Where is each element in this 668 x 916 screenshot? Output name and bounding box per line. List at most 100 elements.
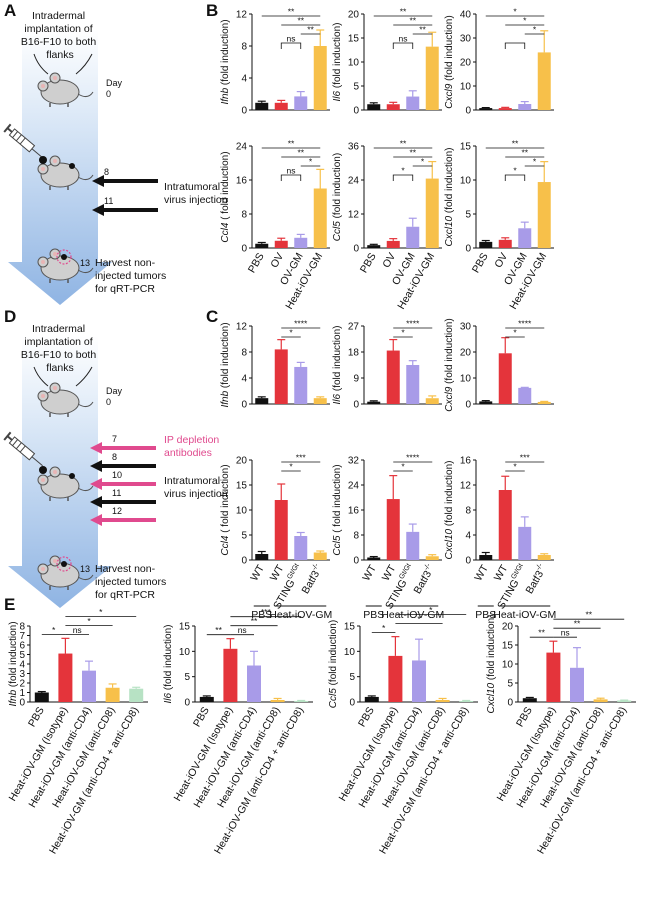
bar-3 xyxy=(425,178,439,248)
significance-label: * xyxy=(401,166,405,176)
significance-label: *** xyxy=(520,453,531,463)
y-tick-label: 15 xyxy=(236,481,248,492)
scheme-a-harvest: Harvest non- injected tumors for qRT-PCR xyxy=(95,257,169,295)
x-tick-label: WT xyxy=(492,562,511,583)
significance-label: **** xyxy=(294,319,308,329)
y-tick-label: 8 xyxy=(353,531,359,542)
bar-2 xyxy=(406,226,420,248)
bar-4 xyxy=(129,688,144,702)
significance-label: ** xyxy=(419,25,426,35)
y-tick-label: 0 xyxy=(241,244,247,255)
bar-1 xyxy=(546,652,561,702)
y-tick-label: 24 xyxy=(236,142,248,153)
y-axis-gene: Ccl4 xyxy=(220,535,231,555)
y-axis-unit: ( fold induction) xyxy=(332,464,343,535)
day-label: Day xyxy=(106,78,123,88)
y-tick-label: 5 xyxy=(19,650,25,661)
bar-0 xyxy=(479,241,493,248)
y-tick-label: 4 xyxy=(241,74,247,85)
y-tick-label: 12 xyxy=(460,481,472,492)
y-axis-unit: (fold induction) xyxy=(332,23,343,91)
day-10: 10 xyxy=(112,470,122,480)
y-tick-label: 8 xyxy=(465,506,471,517)
y-tick-label: 30 xyxy=(460,34,472,45)
significance-label: * xyxy=(87,616,91,626)
significance-label: ns xyxy=(287,34,296,44)
y-tick-label: 15 xyxy=(179,622,191,633)
y-axis-label: Cxcl10 (fold induction) xyxy=(444,148,455,247)
y-tick-label: 5 xyxy=(353,82,359,93)
bar-3 xyxy=(537,52,551,110)
y-tick-label: 10 xyxy=(179,647,191,658)
x-tick-label: WT xyxy=(248,562,267,583)
significance-label: * xyxy=(52,625,56,635)
bar-3 xyxy=(537,401,551,404)
x-tick-label: OV xyxy=(268,251,286,270)
pointer-line xyxy=(33,53,49,75)
y-axis-gene: Cxcl9 xyxy=(444,83,455,108)
x-tick-text: WT xyxy=(248,562,267,583)
significance-label: * xyxy=(289,462,293,472)
y-tick-label: 4 xyxy=(19,660,25,671)
day-8: 8 xyxy=(104,167,109,177)
y-tick-label: 8 xyxy=(241,210,247,221)
x-tick-label: PBS xyxy=(358,251,379,275)
y-tick-label: 0 xyxy=(353,556,359,567)
x-tick-label: WT xyxy=(472,562,491,583)
y-tick-label: 2 xyxy=(19,679,25,690)
significance-label: ** xyxy=(400,7,407,17)
panel-label-e: E xyxy=(4,595,15,614)
bar-1 xyxy=(274,349,288,404)
bar-2 xyxy=(518,526,532,560)
significance-label: * xyxy=(513,7,517,17)
significance-label: * xyxy=(401,462,405,472)
x-tick-label: OV xyxy=(492,251,510,270)
significance-label: * xyxy=(533,157,537,167)
arrow-head xyxy=(90,514,102,526)
significance-bracket xyxy=(392,42,414,49)
bar-2 xyxy=(82,670,96,702)
bar-1 xyxy=(386,240,400,248)
bar-2 xyxy=(406,96,420,110)
y-tick-label: 24 xyxy=(348,481,360,492)
panel-label-b: B xyxy=(206,1,218,20)
y-axis-label: Ifnb (fold induction) xyxy=(220,19,231,104)
arrow-head xyxy=(92,204,104,216)
y-axis-unit: (fold induction) xyxy=(332,326,343,394)
significance-label: * xyxy=(523,16,527,26)
bar-1 xyxy=(386,104,400,110)
y-axis-unit: (fold induction) xyxy=(8,621,19,689)
bar-1 xyxy=(386,350,400,404)
bar-chart-cxcl9: 0 10 20 30 40 Cxcl9 (fold induction) * * * xyxy=(444,7,554,117)
x-tick-label: Batf3-/- xyxy=(523,562,550,596)
significance-label: * xyxy=(513,462,517,472)
significance-label: ** xyxy=(307,25,314,35)
significance-label: * xyxy=(401,328,405,338)
pointer-line xyxy=(33,366,49,387)
y-tick-label: 5 xyxy=(349,672,355,683)
y-tick-label: 5 xyxy=(241,531,247,542)
bar-2 xyxy=(294,96,308,110)
day-13: 13 xyxy=(80,258,90,268)
significance-label: ** xyxy=(538,628,545,638)
bar-4 xyxy=(459,700,474,702)
bar-1 xyxy=(498,490,512,560)
day-0: 0 xyxy=(106,397,111,407)
y-axis-label: Ifnb (fold induction) xyxy=(220,322,231,407)
x-tick-label: Batf3-/- xyxy=(411,562,438,596)
bar-1 xyxy=(386,499,400,560)
pointer-line xyxy=(75,366,93,387)
bar-0 xyxy=(522,698,537,702)
arrow-head xyxy=(90,442,102,454)
y-axis-gene: Il6 xyxy=(163,692,174,703)
x-tick-text: WT xyxy=(380,562,399,583)
group-label-pbs: PBS xyxy=(363,609,384,621)
bar-4 xyxy=(617,700,632,702)
scheme-d-harvest: Harvest non- injected tumors for qRT-PCR xyxy=(95,563,169,601)
x-tick-text: Batf3 xyxy=(523,568,546,595)
y-tick-label: 5 xyxy=(184,672,190,683)
y-tick-label: 8 xyxy=(19,622,25,633)
